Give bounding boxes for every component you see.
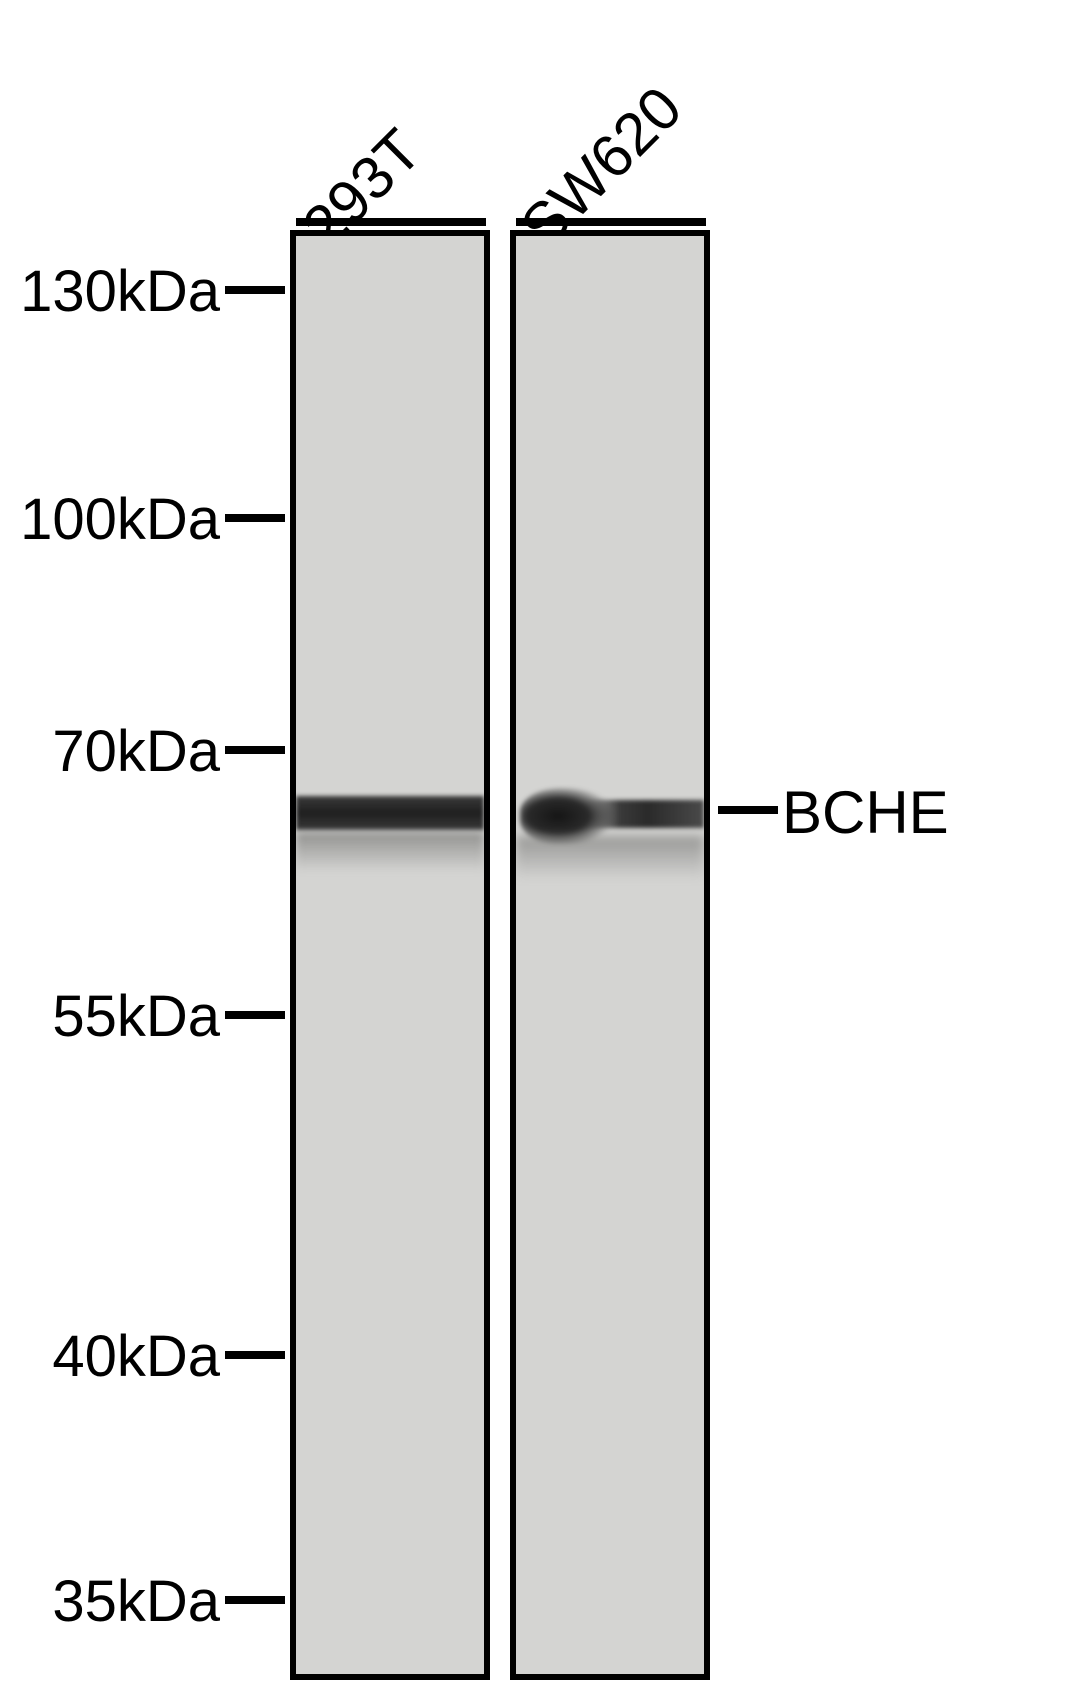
mw-label-35: 35kDa xyxy=(0,1568,220,1635)
mw-label-40: 40kDa xyxy=(0,1323,220,1390)
mw-tick-100 xyxy=(225,514,285,522)
lane-box-293t xyxy=(290,230,490,1680)
mw-tick-55 xyxy=(225,1011,285,1019)
mw-tick-70 xyxy=(225,746,285,754)
lane-underline-1 xyxy=(296,218,486,226)
band-293t xyxy=(296,796,484,830)
lane-box-sw620 xyxy=(510,230,710,1680)
mw-tick-40 xyxy=(225,1351,285,1359)
target-label: BCHE xyxy=(782,778,949,847)
mw-label-100: 100kDa xyxy=(0,486,220,553)
mw-tick-130 xyxy=(225,286,285,294)
lane-underline-2 xyxy=(516,218,706,226)
band-shadow-sw620 xyxy=(516,836,704,880)
band-shadow-293t xyxy=(296,832,484,872)
western-blot-figure: 293T SW620 130kDa 100kDa 70kDa 55kDa 40k… xyxy=(0,0,1080,1702)
mw-tick-35 xyxy=(225,1596,285,1604)
mw-label-70: 70kDa xyxy=(0,718,220,785)
mw-label-130: 130kDa xyxy=(0,258,220,325)
target-tick xyxy=(718,806,778,814)
mw-label-55: 55kDa xyxy=(0,983,220,1050)
